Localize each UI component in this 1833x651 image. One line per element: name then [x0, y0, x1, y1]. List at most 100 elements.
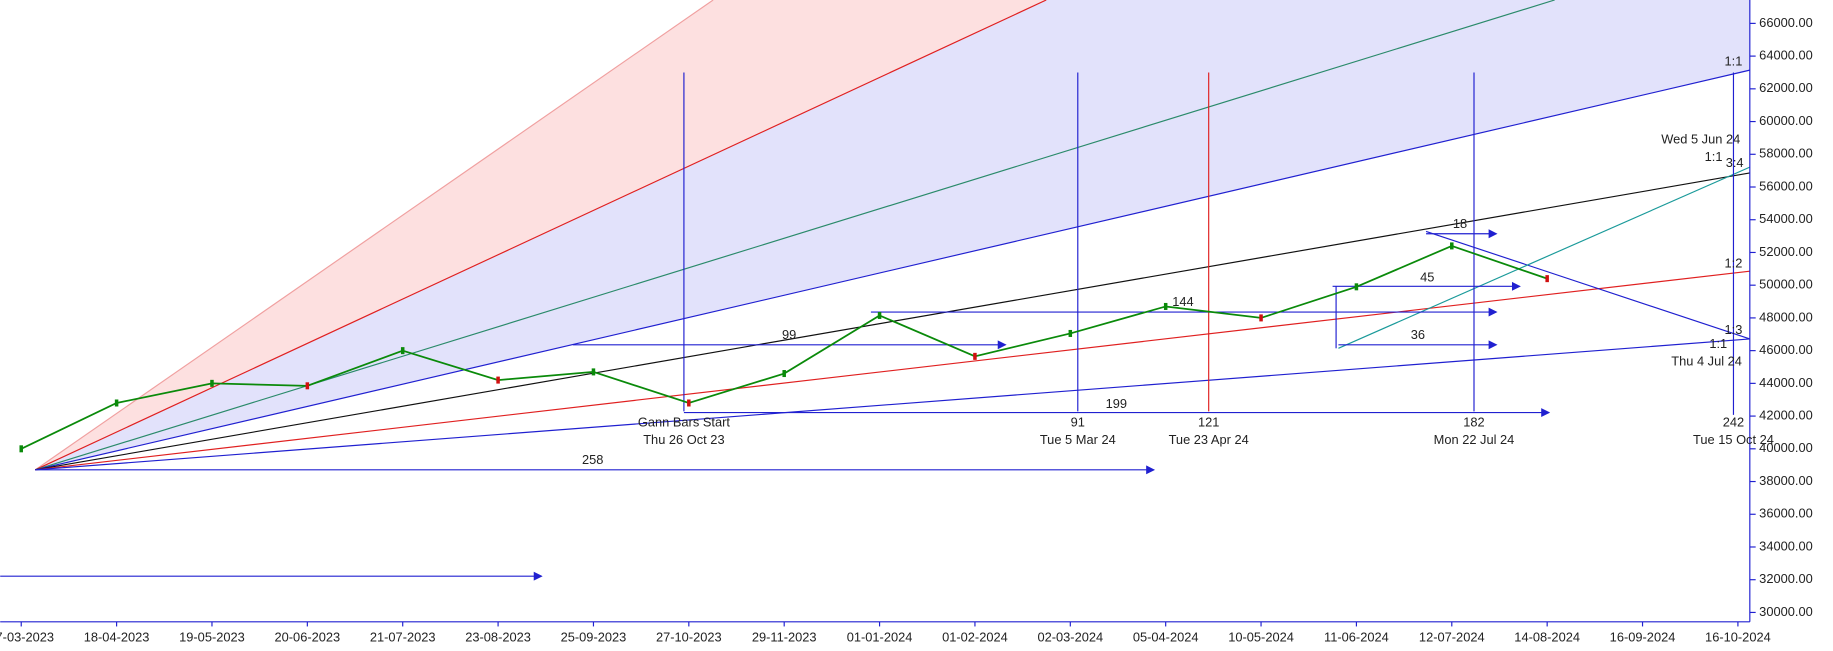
- bar-count-arrows: [0, 229, 1551, 581]
- annotation: 121: [1198, 414, 1219, 429]
- x-tick-label: 27-10-2023: [656, 630, 722, 645]
- x-tick-label: 18-04-2023: [84, 630, 150, 645]
- y-tick-label: 60000.00: [1759, 113, 1813, 128]
- price-bar: [1163, 302, 1168, 310]
- y-tick-label: 38000.00: [1759, 473, 1813, 488]
- x-tick-label: 21-07-2023: [370, 630, 436, 645]
- x-tick-label: 14-08-2024: [1514, 630, 1580, 645]
- annotation: 1:3: [1725, 322, 1743, 337]
- y-tick-label: 40000.00: [1759, 440, 1813, 455]
- annotation: 242: [1723, 414, 1744, 429]
- annotation: 18: [1453, 216, 1467, 231]
- annotation: Tue 15 Oct 24: [1693, 432, 1774, 447]
- y-tick-label: 48000.00: [1759, 309, 1813, 324]
- arrow-head: [1541, 408, 1551, 418]
- x-tick-label: 12-07-2024: [1419, 630, 1485, 645]
- annotation: Thu 4 Jul 24: [1671, 354, 1742, 369]
- x-tick-label: 10-05-2024: [1228, 630, 1294, 645]
- fan-zone-blue: [35, 0, 1750, 470]
- fan-line: [35, 270, 1750, 471]
- x-tick-label: 16-09-2024: [1610, 630, 1676, 645]
- y-tick-label: 44000.00: [1759, 375, 1813, 390]
- y-tick-label: 62000.00: [1759, 80, 1813, 95]
- x-tick-label: 05-04-2024: [1133, 630, 1199, 645]
- y-tick-label: 64000.00: [1759, 47, 1813, 62]
- annotation: Gann Bars Start: [638, 414, 731, 429]
- y-tick-label: 34000.00: [1759, 538, 1813, 553]
- annotation: 1:2: [1725, 256, 1743, 271]
- y-tick-label: 30000.00: [1759, 604, 1813, 619]
- annotation: 1:1: [1705, 149, 1723, 164]
- annotation: 91: [1071, 414, 1085, 429]
- annotation: Wed 5 Jun 24: [1661, 132, 1740, 147]
- price-bar: [591, 368, 596, 376]
- x-tick-label: 19-05-2023: [179, 630, 245, 645]
- annotation: 199: [1106, 396, 1127, 411]
- arrow-head: [1488, 229, 1498, 239]
- x-tick-label: 02-03-2024: [1037, 630, 1103, 645]
- annotation: 99: [782, 327, 796, 342]
- arrow-head: [1488, 340, 1498, 350]
- arrow-head: [533, 571, 543, 581]
- y-tick-label: 66000.00: [1759, 15, 1813, 30]
- price-bar: [400, 347, 405, 355]
- arrow-head: [1146, 465, 1156, 475]
- arrow-head: [997, 340, 1007, 350]
- price-bar: [1259, 314, 1263, 322]
- fan-line: [35, 0, 1555, 471]
- y-tick-label: 54000.00: [1759, 211, 1813, 226]
- x-tick-label: 23-08-2023: [465, 630, 531, 645]
- price-bar: [1545, 275, 1549, 283]
- fan-line: [35, 69, 1750, 471]
- time-lines: [683, 72, 1735, 415]
- y-tick-label: 56000.00: [1759, 178, 1813, 193]
- y-tick-label: 46000.00: [1759, 342, 1813, 357]
- annotation: Mon 22 Jul 24: [1434, 432, 1515, 447]
- price-bar: [114, 399, 119, 407]
- price-bar: [19, 445, 23, 453]
- fan-line: [35, 0, 1047, 471]
- annotation: 3:4: [1726, 155, 1744, 170]
- price-bar: [687, 399, 691, 407]
- price-bar: [782, 370, 786, 378]
- price-bar: [1068, 329, 1073, 337]
- price-bar: [1450, 242, 1454, 250]
- annotation: 1:1: [1725, 53, 1743, 68]
- y-tick-label: 32000.00: [1759, 571, 1813, 586]
- annotation: 36: [1411, 327, 1425, 342]
- price-bar: [973, 352, 977, 360]
- gann-fan: [34, 0, 1751, 471]
- x-tick-label: 16-10-2024: [1705, 630, 1771, 645]
- price-bar: [305, 382, 310, 390]
- y-tick-label: 36000.00: [1759, 506, 1813, 521]
- annotation: 182: [1463, 414, 1484, 429]
- y-tick-label: 50000.00: [1759, 277, 1813, 292]
- annotation: 1:1: [1709, 336, 1727, 351]
- arrow-head: [1511, 281, 1521, 291]
- y-tick-label: 58000.00: [1759, 146, 1813, 161]
- price-bar: [496, 376, 500, 384]
- y-tick-label: 42000.00: [1759, 407, 1813, 422]
- price-bar: [877, 311, 882, 319]
- x-tick-label: 29-11-2023: [752, 630, 817, 645]
- annotation: Tue 23 Apr 24: [1169, 432, 1249, 447]
- annotation: Tue 5 Mar 24: [1040, 432, 1116, 447]
- x-tick-label: 01-02-2024: [942, 630, 1008, 645]
- fan-line: [34, 0, 714, 471]
- annotation: Thu 26 Oct 23: [643, 432, 724, 447]
- x-tick-label: 20-06-2023: [274, 630, 340, 645]
- fan-line: [35, 338, 1750, 471]
- y-tick-label: 52000.00: [1759, 244, 1813, 259]
- x-tick-label: 17-03-2023: [0, 630, 54, 645]
- annotation: 258: [582, 452, 603, 467]
- x-tick-label: 01-01-2024: [847, 630, 913, 645]
- annotation: 144: [1172, 294, 1193, 309]
- annotation: 45: [1420, 270, 1434, 285]
- x-tick-label: 11-06-2024: [1324, 630, 1389, 645]
- trend-line: [1338, 166, 1751, 349]
- price-bar: [210, 379, 214, 387]
- arrow-head: [1488, 307, 1498, 317]
- trend-line: [1425, 230, 1751, 340]
